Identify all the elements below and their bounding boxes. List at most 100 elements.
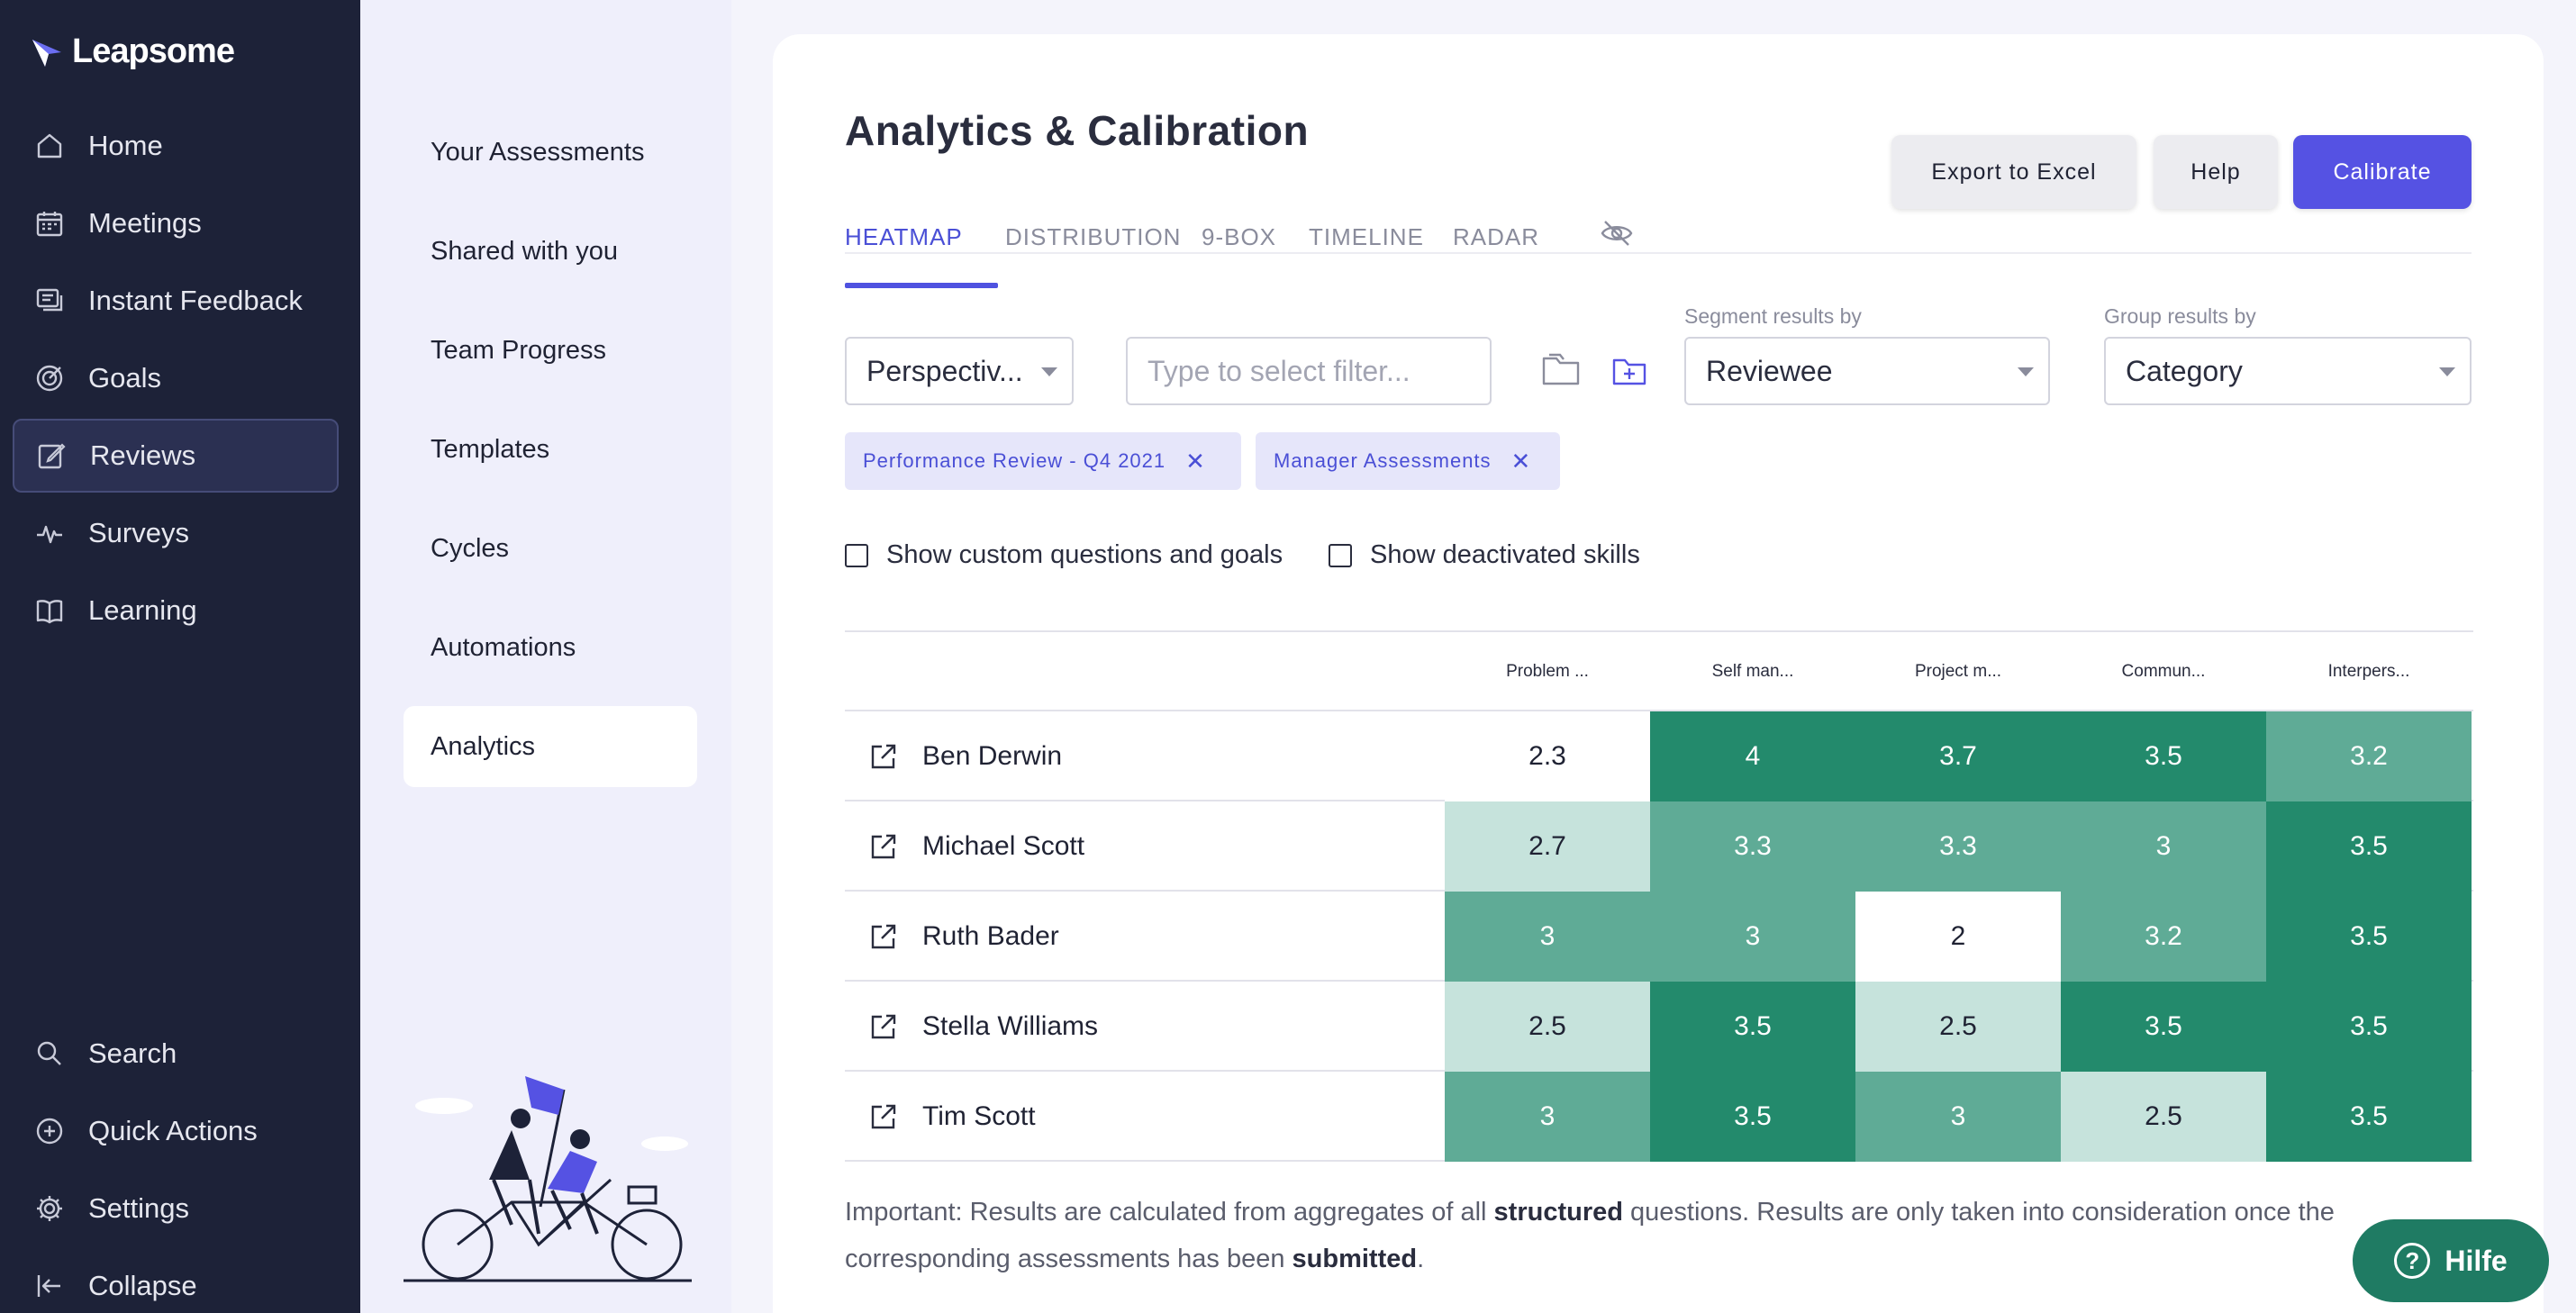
heatmap-cell[interactable]: 2.5 xyxy=(1445,982,1650,1072)
heatmap-cell[interactable]: 3.5 xyxy=(1650,982,1855,1072)
close-icon[interactable]: ✕ xyxy=(1185,447,1206,475)
support-label: Hilfe xyxy=(2444,1244,2508,1277)
subnav-item-analytics[interactable]: Analytics xyxy=(404,706,697,787)
add-folder-icon[interactable] xyxy=(1609,351,1652,391)
tandem-bike-illustration xyxy=(404,1076,692,1282)
perspective-value: Perspectiv... xyxy=(866,354,1023,387)
help-button[interactable]: Help xyxy=(2154,135,2278,209)
heatmap-cell[interactable]: 4 xyxy=(1650,711,1855,801)
calibrate-button[interactable]: Calibrate xyxy=(2293,135,2472,209)
heatmap-cell[interactable]: 3.2 xyxy=(2266,711,2472,801)
subnav-item-shared-with-you[interactable]: Shared with you xyxy=(431,236,618,266)
reviewee-link[interactable]: Ben Derwin xyxy=(868,711,1062,801)
analytics-tabs: HEATMAP DISTRIBUTION 9-BOX TIMELINE RADA… xyxy=(845,186,2472,288)
reviewee-link[interactable]: Tim Scott xyxy=(868,1072,1036,1162)
export-to-excel-button[interactable]: Export to Excel xyxy=(1891,135,2136,209)
heatmap-cell[interactable]: 3.5 xyxy=(2266,892,2472,982)
nav-item-goals[interactable]: Goals xyxy=(13,341,339,415)
column-header[interactable]: Self man... xyxy=(1711,662,1794,681)
nav-item-surveys[interactable]: Surveys xyxy=(13,496,339,570)
note-text: . xyxy=(1417,1245,1425,1273)
nav-label: Learning xyxy=(88,594,197,626)
nav-label: Settings xyxy=(88,1192,190,1224)
chevron-down-icon xyxy=(2439,367,2455,376)
nav-item-instant-feedback[interactable]: Instant Feedback xyxy=(13,264,339,338)
heatmap-cell[interactable]: 3.7 xyxy=(1855,711,2061,801)
chevron-down-icon xyxy=(2018,367,2034,376)
group-select[interactable]: Category xyxy=(2104,337,2472,405)
tab-radar[interactable]: RADAR xyxy=(1453,223,1540,250)
group-label: Group results by xyxy=(2104,304,2256,328)
nav-item-quick-actions[interactable]: Quick Actions xyxy=(13,1094,339,1168)
nav-item-learning[interactable]: Learning xyxy=(13,574,339,647)
calculation-note: Important: Results are calculated from a… xyxy=(845,1189,2448,1282)
close-icon[interactable]: ✕ xyxy=(1510,447,1532,475)
nav-item-home[interactable]: Home xyxy=(13,109,339,183)
hilfe-support-button[interactable]: ? Hilfe xyxy=(2353,1219,2549,1302)
tab-timeline[interactable]: TIMELINE xyxy=(1309,223,1424,250)
heatmap-cell[interactable]: 3.3 xyxy=(1855,801,2061,892)
column-header[interactable]: Project m... xyxy=(1914,662,2002,681)
heatmap-cell[interactable]: 3.5 xyxy=(2266,982,2472,1072)
reviewee-link[interactable]: Stella Williams xyxy=(868,982,1098,1072)
column-header[interactable]: Commun... xyxy=(2121,662,2206,681)
tab-heatmap[interactable]: HEATMAP xyxy=(845,223,963,250)
reviewee-link[interactable]: Ruth Bader xyxy=(868,892,1059,982)
column-header[interactable]: Problem ... xyxy=(1506,662,1589,681)
heatmap-cell[interactable]: 2.7 xyxy=(1445,801,1650,892)
external-link-icon xyxy=(871,1104,896,1129)
show-custom-questions-checkbox[interactable]: Show custom questions and goals xyxy=(845,540,1283,570)
subnav-item-cycles[interactable]: Cycles xyxy=(431,533,510,563)
page-title: Analytics & Calibration xyxy=(845,107,1310,154)
heatmap-cell[interactable]: 2.5 xyxy=(1855,982,2061,1072)
checkbox-box[interactable] xyxy=(845,543,868,567)
main-navigation: Leapsome Home Meetings Instant Feedback … xyxy=(0,0,360,1313)
nav-item-collapse[interactable]: Collapse xyxy=(13,1249,339,1313)
table-row: Tim Scott 3 3.5 3 2.5 3.5 xyxy=(845,1072,2473,1162)
heatmap-cell[interactable]: 3.5 xyxy=(2061,982,2266,1072)
heatmap-cell[interactable]: 3 xyxy=(1445,1072,1650,1162)
segment-select[interactable]: Reviewee xyxy=(1684,337,2050,405)
logo-icon xyxy=(32,39,61,67)
hide-eye-icon[interactable] xyxy=(1600,216,1634,250)
subnav-item-automations[interactable]: Automations xyxy=(431,632,576,662)
nav-item-reviews[interactable]: Reviews xyxy=(13,419,339,493)
subnav-item-your-assessments[interactable]: Your Assessments xyxy=(431,137,645,167)
segment-label: Segment results by xyxy=(1684,304,1862,328)
reviewee-name: Ruth Bader xyxy=(922,921,1059,951)
perspective-select[interactable]: Perspectiv... xyxy=(845,337,1074,405)
heatmap-cell[interactable]: 3 xyxy=(2061,801,2266,892)
heatmap-cell[interactable]: 3.5 xyxy=(2266,801,2472,892)
leapsome-logo[interactable]: Leapsome xyxy=(29,32,235,71)
filter-input[interactable] xyxy=(1126,337,1492,405)
search-icon xyxy=(37,1041,61,1065)
nav-label: Meetings xyxy=(88,207,202,239)
heatmap-cell[interactable]: 3 xyxy=(1855,1072,2061,1162)
heatmap-cell[interactable]: 3.3 xyxy=(1650,801,1855,892)
heatmap-cell[interactable]: 3.5 xyxy=(1650,1072,1855,1162)
heatmap-cell[interactable]: 3.5 xyxy=(2266,1072,2472,1162)
subnav-item-team-progress[interactable]: Team Progress xyxy=(431,335,607,365)
nav-label: Goals xyxy=(88,362,161,394)
show-deactivated-skills-checkbox[interactable]: Show deactivated skills xyxy=(1329,540,1640,570)
nav-item-search[interactable]: Search xyxy=(13,1017,339,1091)
nav-item-settings[interactable]: Settings xyxy=(13,1172,339,1245)
filter-chip: Manager Assessments ✕ xyxy=(1256,432,1560,490)
heatmap-cell[interactable]: 3.2 xyxy=(2061,892,2266,982)
table-row: Ben Derwin 2.3 4 3.7 3.5 3.2 xyxy=(845,711,2473,801)
heatmap-cell[interactable]: 2.5 xyxy=(2061,1072,2266,1162)
heatmap-cell[interactable]: 2.3 xyxy=(1445,711,1650,801)
folder-icon[interactable] xyxy=(1540,349,1583,389)
reviewee-link[interactable]: Michael Scott xyxy=(868,801,1084,892)
tab-9-box[interactable]: 9-BOX xyxy=(1202,223,1277,250)
heatmap-cell[interactable]: 3 xyxy=(1445,892,1650,982)
column-header[interactable]: Interpers... xyxy=(2327,662,2410,681)
table-row: Ruth Bader 3 3 2 3.2 3.5 xyxy=(845,892,2473,982)
nav-item-meetings[interactable]: Meetings xyxy=(13,186,339,260)
tab-distribution[interactable]: DISTRIBUTION xyxy=(1005,223,1182,250)
heatmap-cell[interactable]: 3.5 xyxy=(2061,711,2266,801)
subnav-item-templates[interactable]: Templates xyxy=(431,434,550,464)
checkbox-box[interactable] xyxy=(1329,543,1352,567)
heatmap-cell[interactable]: 2 xyxy=(1855,892,2061,982)
heatmap-cell[interactable]: 3 xyxy=(1650,892,1855,982)
